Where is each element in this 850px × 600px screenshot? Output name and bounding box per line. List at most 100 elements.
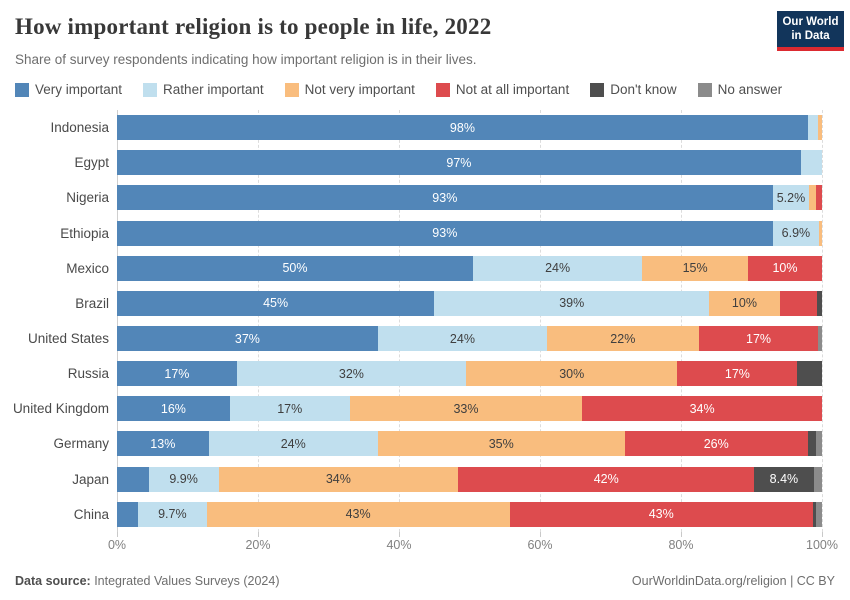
bar-segment-not-very-important[interactable]	[809, 185, 816, 211]
bar-segment-rather-important[interactable]: 24%	[473, 255, 643, 281]
stacked-bar: 16% 17% 33% 34%	[117, 396, 822, 422]
legend-swatch-icon	[284, 82, 299, 97]
axis-tick-mark	[822, 532, 823, 537]
bar-segment-rather-important[interactable]: 39%	[434, 290, 710, 316]
bar-segment-no-answer[interactable]	[816, 501, 822, 527]
gridline-60%	[540, 110, 541, 532]
legend-item-not-at-all-important[interactable]: Not at all important	[435, 82, 569, 97]
bar-row-brazil: Brazil 45% 39% 10%	[75, 286, 822, 321]
bar-segment-not-very-important[interactable]: 34%	[218, 466, 459, 492]
legend-item-no-answer[interactable]: No answer	[697, 82, 782, 97]
segment-value-label: 15%	[682, 261, 708, 276]
segment-value-label: 34%	[689, 401, 715, 416]
bar-segment-not-at-all-important[interactable]	[815, 185, 822, 211]
bar-segment-not-very-important[interactable]: 43%	[206, 501, 510, 527]
segment-value-label: 39%	[559, 296, 585, 311]
legend: Very important Rather important Not very i…	[15, 82, 782, 97]
bar-segment-not-very-important[interactable]: 15%	[642, 255, 748, 281]
bar-segment-rather-important[interactable]: 9.9%	[148, 466, 219, 492]
segment-value-label: 93%	[432, 190, 458, 205]
bar-segment-rather-important[interactable]: 6.9%	[772, 220, 820, 246]
stacked-bar: 93% 6.9%	[117, 220, 822, 246]
bar-segment-rather-important[interactable]	[800, 150, 822, 176]
bar-segment-not-at-all-important[interactable]: 43%	[509, 501, 813, 527]
bar-segment-dont-know[interactable]	[817, 290, 822, 316]
bar-segment-dont-know[interactable]	[797, 361, 822, 387]
segment-value-label: 37%	[234, 331, 260, 346]
gridline-0%	[117, 110, 118, 532]
country-label: Germany	[53, 436, 109, 452]
bar-segment-dont-know[interactable]	[812, 501, 817, 527]
country-label: Mexico	[66, 260, 109, 276]
bar-segment-rather-important[interactable]: 9.7%	[138, 501, 207, 527]
bar-segment-rather-important[interactable]: 17%	[229, 396, 350, 422]
country-label: Egypt	[74, 155, 109, 171]
legend-item-not-very-important[interactable]: Not very important	[284, 82, 415, 97]
bar-segment-not-at-all-important[interactable]: 17%	[677, 361, 798, 387]
bar-segment-not-very-important[interactable]: 35%	[377, 431, 625, 457]
bar-segment-rather-important[interactable]: 24%	[377, 326, 548, 352]
stacked-bar: 17% 32% 30% 17%	[117, 361, 822, 387]
segment-value-label: 24%	[545, 261, 571, 276]
bar-segment-very-important[interactable]: 93%	[117, 220, 773, 246]
bar-segment-rather-important[interactable]: 5.2%	[772, 185, 810, 211]
owid-logo-line2: in Data	[791, 30, 830, 42]
country-label: Indonesia	[50, 120, 109, 136]
bar-segment-dont-know[interactable]	[807, 431, 817, 457]
gridline-80%	[681, 110, 682, 532]
data-source-label: Data source:	[15, 574, 91, 588]
bar-segment-not-very-important[interactable]	[818, 115, 822, 141]
bar-segment-no-answer[interactable]	[816, 431, 822, 457]
x-axis: 0% 20% 40% 60% 80% 100%	[108, 538, 838, 554]
segment-value-label: 10%	[731, 296, 757, 311]
footer: Data source: Integrated Values Surveys (…	[15, 574, 835, 588]
bar-segment-very-important[interactable]	[117, 466, 149, 492]
bar-segment-very-important[interactable]: 16%	[117, 396, 230, 422]
bar-row-germany: Germany 13% 24% 35% 26%	[53, 426, 822, 461]
axis-tick-mark	[681, 532, 682, 537]
segment-value-label: 6.9%	[781, 226, 811, 241]
bar-segment-rather-important[interactable]: 32%	[236, 361, 466, 387]
bar-segment-dont-know[interactable]: 8.4%	[754, 466, 814, 492]
bar-row-russia: Russia 17% 32% 30% 17%	[68, 356, 822, 391]
bar-segment-not-at-all-important[interactable]: 17%	[698, 326, 819, 352]
stacked-bar: 50% 24% 15% 10%	[117, 255, 822, 281]
bar-segment-not-at-all-important[interactable]: 10%	[747, 255, 822, 281]
bar-rows: Indonesia 98% Egypt 97% Nigeria 93% 5.2% Ethiop…	[13, 110, 822, 532]
legend-item-very-important[interactable]: Very important	[15, 82, 122, 97]
bar-segment-very-important[interactable]: 13%	[117, 431, 209, 457]
segment-value-label: 26%	[703, 436, 729, 451]
stacked-bar: 13% 24% 35% 26%	[117, 431, 822, 457]
legend-item-rather-important[interactable]: Rather important	[143, 82, 264, 97]
bar-segment-very-important[interactable]: 45%	[117, 290, 435, 316]
bar-segment-very-important[interactable]: 37%	[117, 326, 378, 352]
bar-segment-not-very-important[interactable]: 22%	[547, 326, 699, 352]
bar-segment-very-important[interactable]: 50%	[117, 255, 474, 281]
bar-segment-very-important[interactable]: 17%	[117, 361, 237, 387]
legend-item-don-t-know[interactable]: Don't know	[590, 82, 677, 97]
bar-segment-very-important[interactable]: 93%	[117, 185, 773, 211]
bar-segment-rather-important[interactable]	[807, 115, 819, 141]
bar-segment-very-important[interactable]: 98%	[117, 115, 808, 141]
bar-segment-not-at-all-important[interactable]	[779, 290, 818, 316]
axis-tick-mark	[117, 532, 118, 537]
stacked-bar: 9.7% 43% 43%	[117, 501, 822, 527]
bar-row-ethiopia: Ethiopia 93% 6.9%	[60, 215, 822, 250]
bar-segment-not-at-all-important[interactable]: 42%	[458, 466, 755, 492]
segment-value-label: 10%	[772, 261, 798, 276]
bar-segment-not-at-all-important[interactable]: 34%	[582, 396, 822, 422]
bar-segment-not-very-important[interactable]: 30%	[465, 361, 678, 387]
bar-row-japan: Japan 9.9% 34% 42% 8.4%	[72, 462, 822, 497]
bar-segment-very-important[interactable]: 97%	[117, 150, 801, 176]
bar-segment-not-very-important[interactable]: 10%	[709, 290, 780, 316]
bar-segment-very-important[interactable]	[117, 501, 139, 527]
bar-segment-not-very-important[interactable]: 33%	[349, 396, 583, 422]
bar-row-mexico: Mexico 50% 24% 15% 10%	[66, 251, 822, 286]
bar-segment-no-answer[interactable]	[813, 466, 822, 492]
axis-tick-label-60%: 60%	[527, 538, 553, 552]
bar-segment-rather-important[interactable]: 24%	[208, 431, 378, 457]
bar-segment-not-at-all-important[interactable]: 26%	[624, 431, 808, 457]
bar-segment-no-answer[interactable]	[818, 326, 822, 352]
bar-segment-not-very-important[interactable]	[819, 220, 822, 246]
plot-area: Indonesia 98% Egypt 97% Nigeria 93% 5.2% Ethiop…	[13, 110, 823, 537]
